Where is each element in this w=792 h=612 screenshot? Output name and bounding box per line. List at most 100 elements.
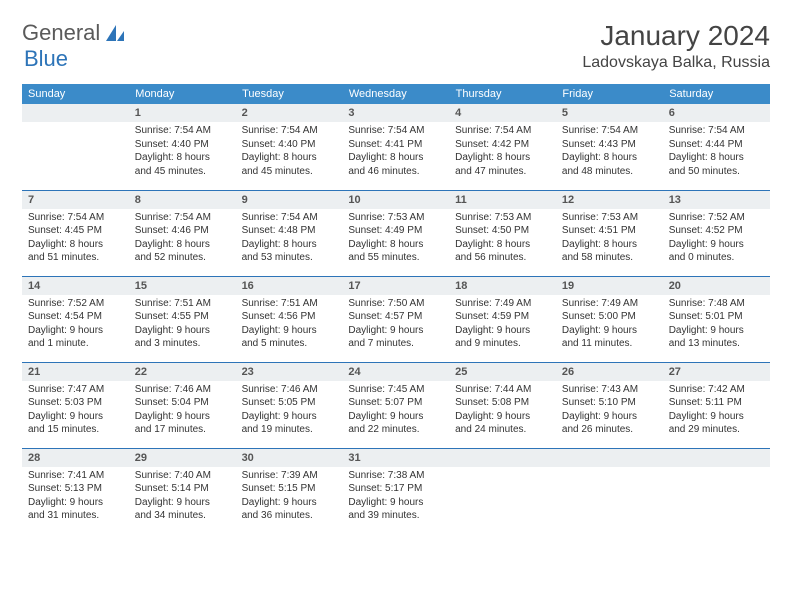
day-number: 19	[556, 277, 663, 295]
day-details: Sunrise: 7:48 AMSunset: 5:01 PMDaylight:…	[663, 295, 770, 355]
day-number: 30	[236, 449, 343, 467]
day-cell: 19Sunrise: 7:49 AMSunset: 5:00 PMDayligh…	[556, 276, 663, 362]
day-number: 3	[342, 104, 449, 122]
day-number: 1	[129, 104, 236, 122]
day-number: 9	[236, 191, 343, 209]
day-number	[22, 104, 129, 122]
empty-cell	[556, 448, 663, 534]
day-number: 16	[236, 277, 343, 295]
day-number: 20	[663, 277, 770, 295]
day-cell: 5Sunrise: 7:54 AMSunset: 4:43 PMDaylight…	[556, 104, 663, 190]
day-cell: 10Sunrise: 7:53 AMSunset: 4:49 PMDayligh…	[342, 190, 449, 276]
day-number: 25	[449, 363, 556, 381]
day-details: Sunrise: 7:42 AMSunset: 5:11 PMDaylight:…	[663, 381, 770, 441]
empty-cell	[663, 448, 770, 534]
day-cell: 25Sunrise: 7:44 AMSunset: 5:08 PMDayligh…	[449, 362, 556, 448]
day-cell: 1Sunrise: 7:54 AMSunset: 4:40 PMDaylight…	[129, 104, 236, 190]
day-details: Sunrise: 7:54 AMSunset: 4:41 PMDaylight:…	[342, 122, 449, 182]
day-number: 8	[129, 191, 236, 209]
day-cell: 2Sunrise: 7:54 AMSunset: 4:40 PMDaylight…	[236, 104, 343, 190]
day-details: Sunrise: 7:52 AMSunset: 4:54 PMDaylight:…	[22, 295, 129, 355]
day-cell: 21Sunrise: 7:47 AMSunset: 5:03 PMDayligh…	[22, 362, 129, 448]
day-cell: 31Sunrise: 7:38 AMSunset: 5:17 PMDayligh…	[342, 448, 449, 534]
day-cell: 26Sunrise: 7:43 AMSunset: 5:10 PMDayligh…	[556, 362, 663, 448]
week-row: 7Sunrise: 7:54 AMSunset: 4:45 PMDaylight…	[22, 190, 770, 276]
day-number	[556, 449, 663, 467]
day-number: 29	[129, 449, 236, 467]
day-details: Sunrise: 7:38 AMSunset: 5:17 PMDaylight:…	[342, 467, 449, 527]
title-block: January 2024 Ladovskaya Balka, Russia	[582, 20, 770, 72]
day-details: Sunrise: 7:49 AMSunset: 5:00 PMDaylight:…	[556, 295, 663, 355]
day-details: Sunrise: 7:46 AMSunset: 5:05 PMDaylight:…	[236, 381, 343, 441]
day-cell: 7Sunrise: 7:54 AMSunset: 4:45 PMDaylight…	[22, 190, 129, 276]
day-cell: 16Sunrise: 7:51 AMSunset: 4:56 PMDayligh…	[236, 276, 343, 362]
day-cell: 18Sunrise: 7:49 AMSunset: 4:59 PMDayligh…	[449, 276, 556, 362]
day-number: 11	[449, 191, 556, 209]
day-details: Sunrise: 7:53 AMSunset: 4:49 PMDaylight:…	[342, 209, 449, 269]
day-details: Sunrise: 7:54 AMSunset: 4:44 PMDaylight:…	[663, 122, 770, 182]
day-number: 2	[236, 104, 343, 122]
day-cell: 24Sunrise: 7:45 AMSunset: 5:07 PMDayligh…	[342, 362, 449, 448]
day-number: 17	[342, 277, 449, 295]
logo-text-general: General	[22, 20, 100, 46]
day-number: 18	[449, 277, 556, 295]
day-number: 27	[663, 363, 770, 381]
day-cell: 9Sunrise: 7:54 AMSunset: 4:48 PMDaylight…	[236, 190, 343, 276]
logo: General	[22, 20, 128, 46]
day-details: Sunrise: 7:51 AMSunset: 4:55 PMDaylight:…	[129, 295, 236, 355]
day-details: Sunrise: 7:43 AMSunset: 5:10 PMDaylight:…	[556, 381, 663, 441]
day-number	[449, 449, 556, 467]
calendar-body: 1Sunrise: 7:54 AMSunset: 4:40 PMDaylight…	[22, 104, 770, 534]
day-cell: 14Sunrise: 7:52 AMSunset: 4:54 PMDayligh…	[22, 276, 129, 362]
day-details: Sunrise: 7:53 AMSunset: 4:51 PMDaylight:…	[556, 209, 663, 269]
calendar-head: SundayMondayTuesdayWednesdayThursdayFrid…	[22, 84, 770, 104]
day-cell: 15Sunrise: 7:51 AMSunset: 4:55 PMDayligh…	[129, 276, 236, 362]
day-number: 28	[22, 449, 129, 467]
day-header-wednesday: Wednesday	[342, 84, 449, 104]
day-cell: 27Sunrise: 7:42 AMSunset: 5:11 PMDayligh…	[663, 362, 770, 448]
day-cell: 4Sunrise: 7:54 AMSunset: 4:42 PMDaylight…	[449, 104, 556, 190]
day-details: Sunrise: 7:54 AMSunset: 4:40 PMDaylight:…	[236, 122, 343, 182]
day-number: 10	[342, 191, 449, 209]
week-row: 14Sunrise: 7:52 AMSunset: 4:54 PMDayligh…	[22, 276, 770, 362]
day-number: 13	[663, 191, 770, 209]
day-details: Sunrise: 7:54 AMSunset: 4:42 PMDaylight:…	[449, 122, 556, 182]
day-details: Sunrise: 7:54 AMSunset: 4:45 PMDaylight:…	[22, 209, 129, 269]
day-cell: 28Sunrise: 7:41 AMSunset: 5:13 PMDayligh…	[22, 448, 129, 534]
day-cell: 20Sunrise: 7:48 AMSunset: 5:01 PMDayligh…	[663, 276, 770, 362]
day-details: Sunrise: 7:39 AMSunset: 5:15 PMDaylight:…	[236, 467, 343, 527]
day-details: Sunrise: 7:52 AMSunset: 4:52 PMDaylight:…	[663, 209, 770, 269]
day-details: Sunrise: 7:44 AMSunset: 5:08 PMDaylight:…	[449, 381, 556, 441]
day-details: Sunrise: 7:49 AMSunset: 4:59 PMDaylight:…	[449, 295, 556, 355]
day-header-thursday: Thursday	[449, 84, 556, 104]
day-details: Sunrise: 7:54 AMSunset: 4:46 PMDaylight:…	[129, 209, 236, 269]
header: General January 2024 Ladovskaya Balka, R…	[22, 20, 770, 72]
day-cell: 13Sunrise: 7:52 AMSunset: 4:52 PMDayligh…	[663, 190, 770, 276]
day-header-friday: Friday	[556, 84, 663, 104]
day-details: Sunrise: 7:53 AMSunset: 4:50 PMDaylight:…	[449, 209, 556, 269]
calendar-table: SundayMondayTuesdayWednesdayThursdayFrid…	[22, 84, 770, 534]
day-cell: 30Sunrise: 7:39 AMSunset: 5:15 PMDayligh…	[236, 448, 343, 534]
week-row: 1Sunrise: 7:54 AMSunset: 4:40 PMDaylight…	[22, 104, 770, 190]
day-details: Sunrise: 7:54 AMSunset: 4:43 PMDaylight:…	[556, 122, 663, 182]
day-details: Sunrise: 7:51 AMSunset: 4:56 PMDaylight:…	[236, 295, 343, 355]
day-number	[663, 449, 770, 467]
day-cell: 29Sunrise: 7:40 AMSunset: 5:14 PMDayligh…	[129, 448, 236, 534]
day-number: 26	[556, 363, 663, 381]
empty-cell	[449, 448, 556, 534]
day-cell: 3Sunrise: 7:54 AMSunset: 4:41 PMDaylight…	[342, 104, 449, 190]
day-cell: 11Sunrise: 7:53 AMSunset: 4:50 PMDayligh…	[449, 190, 556, 276]
day-number: 6	[663, 104, 770, 122]
day-number: 14	[22, 277, 129, 295]
day-cell: 22Sunrise: 7:46 AMSunset: 5:04 PMDayligh…	[129, 362, 236, 448]
day-number: 21	[22, 363, 129, 381]
location: Ladovskaya Balka, Russia	[582, 54, 770, 72]
day-number: 23	[236, 363, 343, 381]
day-details: Sunrise: 7:54 AMSunset: 4:48 PMDaylight:…	[236, 209, 343, 269]
day-number: 24	[342, 363, 449, 381]
day-cell: 12Sunrise: 7:53 AMSunset: 4:51 PMDayligh…	[556, 190, 663, 276]
week-row: 21Sunrise: 7:47 AMSunset: 5:03 PMDayligh…	[22, 362, 770, 448]
day-details: Sunrise: 7:46 AMSunset: 5:04 PMDaylight:…	[129, 381, 236, 441]
day-details: Sunrise: 7:40 AMSunset: 5:14 PMDaylight:…	[129, 467, 236, 527]
day-details: Sunrise: 7:50 AMSunset: 4:57 PMDaylight:…	[342, 295, 449, 355]
